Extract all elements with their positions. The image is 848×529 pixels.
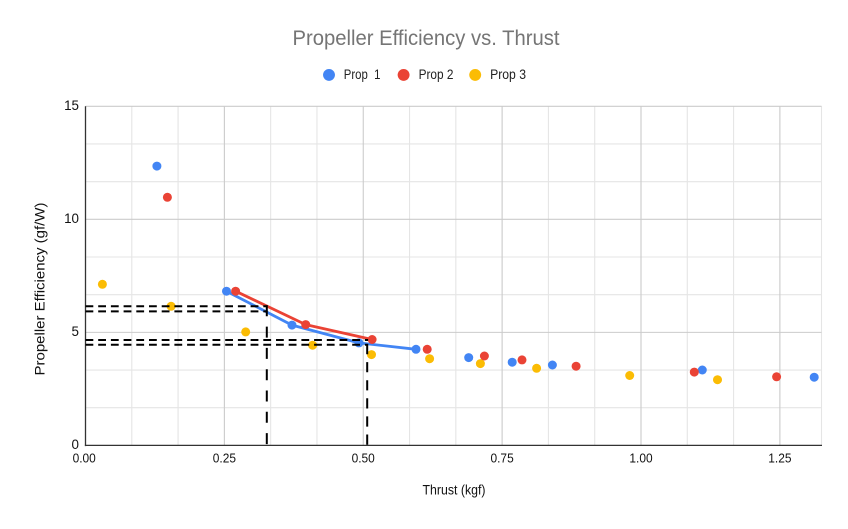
svg-text:Prop 3: Prop 3 — [490, 67, 526, 82]
svg-text:Prop 2: Prop 2 — [419, 67, 454, 82]
svg-text:0.75: 0.75 — [491, 451, 514, 466]
svg-text:5: 5 — [72, 324, 79, 339]
svg-text:Propeller Efficiency vs. Thrus: Propeller Efficiency vs. Thrust — [293, 27, 560, 50]
svg-text:0: 0 — [72, 437, 79, 452]
svg-text:0.50: 0.50 — [352, 451, 375, 466]
svg-text:1.25: 1.25 — [768, 451, 791, 466]
svg-text:Prop 1: Prop 1 — [344, 67, 381, 82]
svg-text:15: 15 — [64, 98, 79, 113]
svg-text:10: 10 — [64, 211, 79, 226]
svg-text:Thrust (kgf): Thrust (kgf) — [423, 483, 486, 498]
svg-text:0.00: 0.00 — [73, 451, 96, 466]
svg-text:0.25: 0.25 — [213, 451, 236, 466]
svg-text:1.00: 1.00 — [629, 451, 652, 466]
svg-text:Propeller Efficiency (gf/W): Propeller Efficiency (gf/W) — [33, 203, 48, 376]
